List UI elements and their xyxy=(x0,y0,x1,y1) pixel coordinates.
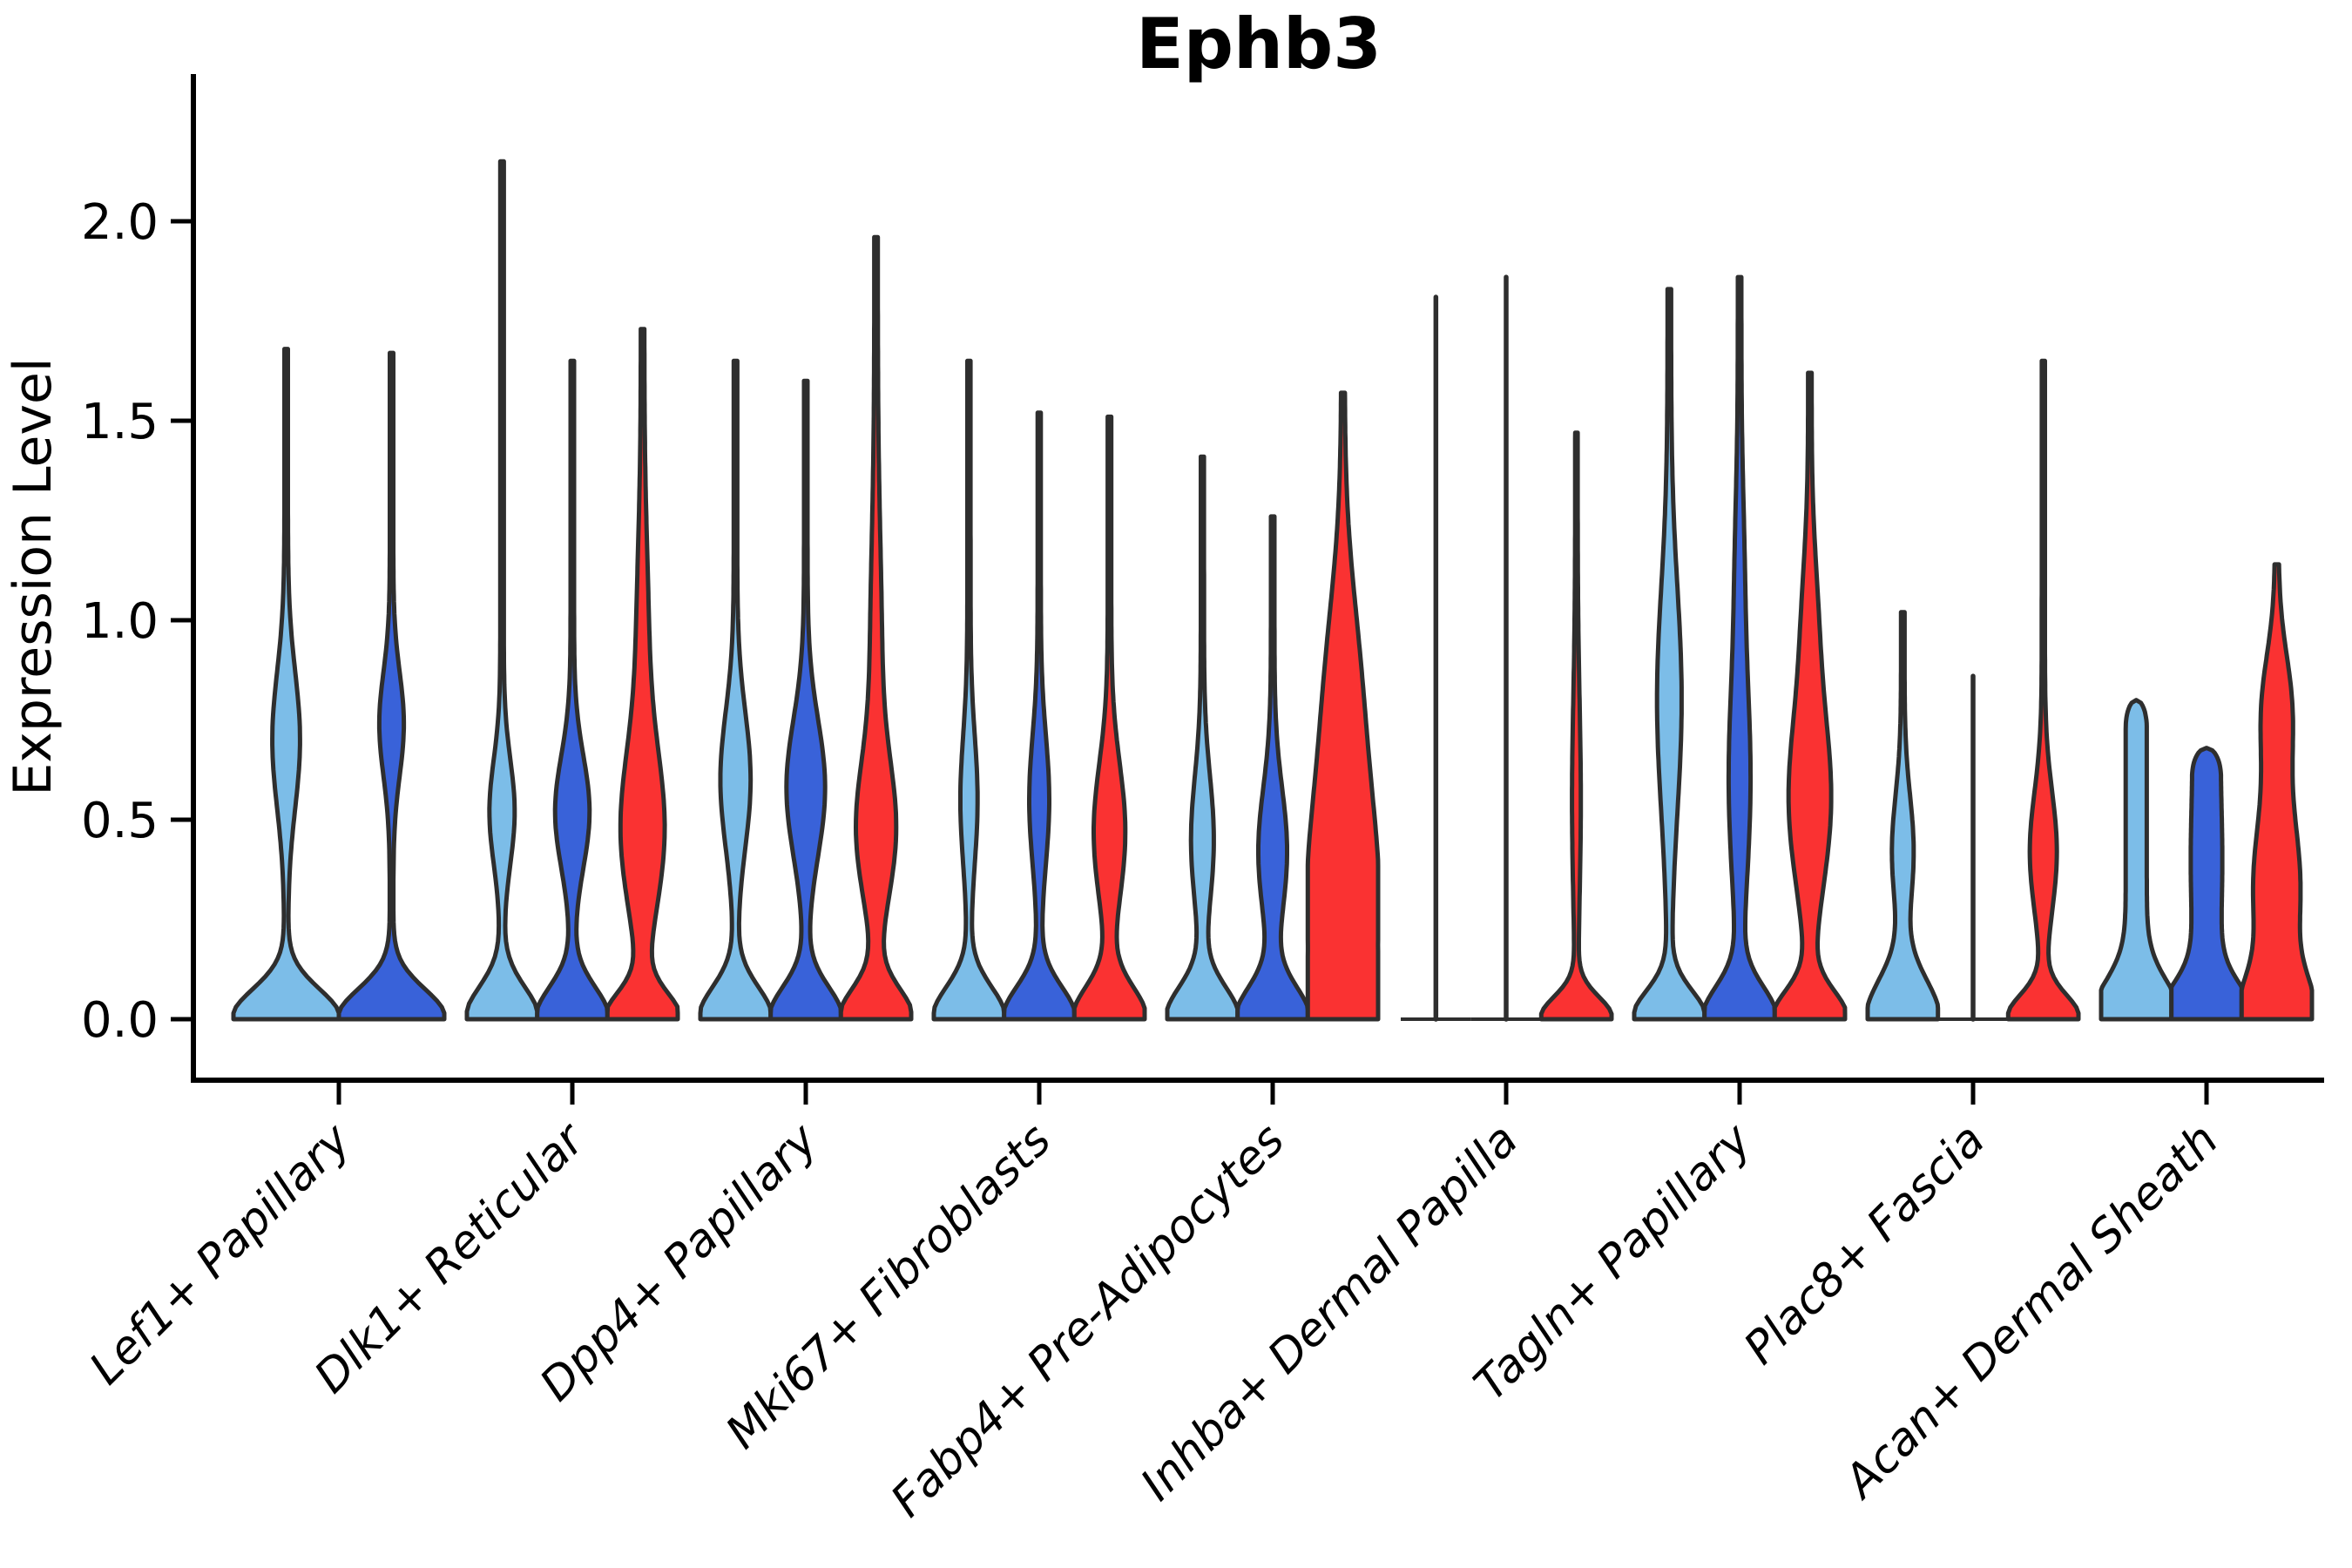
violin-Plac8+ Fascia-red xyxy=(2005,358,2081,1022)
violin-Dpp4+ Papillary-light_blue xyxy=(698,358,774,1022)
violin-Dpp4+ Papillary-dark_blue xyxy=(768,378,843,1022)
violin-Dlk1+ Reticular-red xyxy=(605,327,680,1022)
axes-layer xyxy=(171,74,2324,1105)
violin-Dlk1+ Reticular-light_blue xyxy=(464,159,540,1022)
violin-Mki67+ Fibroblasts-light_blue xyxy=(931,358,1007,1022)
y-tick-label: 1.5 xyxy=(81,394,159,450)
chart-title: Ephb3 xyxy=(1136,3,1382,84)
violin-Tagln+ Papillary-light_blue xyxy=(1632,287,1707,1022)
violin-Acan+ Dermal Sheath-light_blue xyxy=(2099,698,2174,1022)
violin-Fabp4+ Pre-Adipocytes-red xyxy=(1305,390,1381,1022)
y-tick-label: 0.5 xyxy=(81,793,159,849)
violin-Dpp4+ Papillary-red xyxy=(838,234,914,1022)
violin-Lef1+ Papillary-light_blue xyxy=(231,347,341,1022)
violins-layer xyxy=(231,159,2315,1022)
violin-Fabp4+ Pre-Adipocytes-dark_blue xyxy=(1235,514,1310,1022)
violin-Dlk1+ Reticular-dark_blue xyxy=(535,358,610,1022)
violin-Acan+ Dermal Sheath-red xyxy=(2239,562,2315,1022)
violin-Acan+ Dermal Sheath-dark_blue xyxy=(2169,746,2244,1022)
violin-Tagln+ Papillary-dark_blue xyxy=(1702,274,1777,1022)
violin-Tagln+ Papillary-red xyxy=(1772,370,1848,1022)
y-axis-label: Expression Level xyxy=(3,357,64,795)
violin-Plac8+ Fascia-light_blue xyxy=(1865,610,1941,1022)
violin-Mki67+ Fibroblasts-red xyxy=(1071,414,1147,1022)
y-tick-label: 0.0 xyxy=(81,992,159,1049)
y-tick-label: 1.0 xyxy=(81,593,159,650)
violin-Fabp4+ Pre-Adipocytes-light_blue xyxy=(1165,454,1240,1022)
y-tick-label: 2.0 xyxy=(81,194,159,251)
violin-Lef1+ Papillary-dark_blue xyxy=(336,350,447,1022)
violin-Inhba+ Dermal Papilla-red xyxy=(1538,430,1614,1022)
violin-Mki67+ Fibroblasts-dark_blue xyxy=(1002,410,1077,1022)
